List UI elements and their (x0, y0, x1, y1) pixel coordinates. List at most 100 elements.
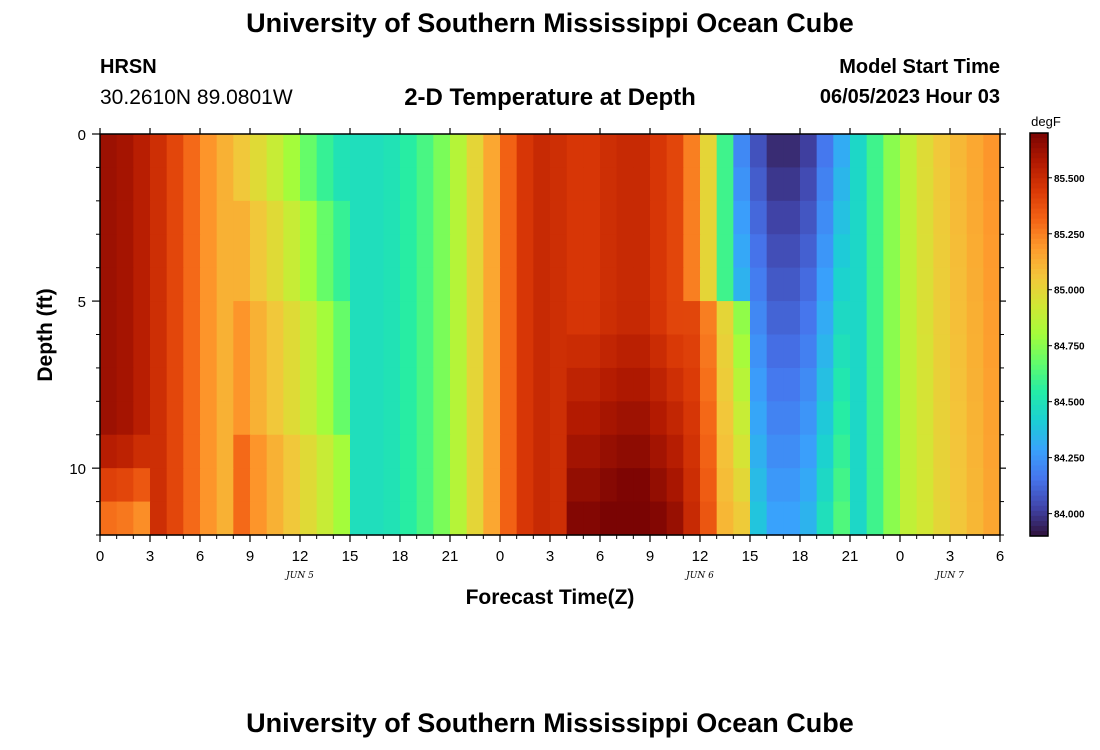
heatmap-cell (350, 134, 368, 169)
heatmap-cell (766, 234, 784, 269)
heatmap-cell (500, 234, 518, 269)
heatmap-cell (833, 167, 851, 202)
heatmap-cell (200, 468, 218, 503)
heatmap-cell (750, 434, 768, 469)
heatmap-cell (133, 468, 151, 503)
heatmap-cell (700, 367, 718, 402)
heatmap-cell (750, 167, 768, 202)
heatmap-cell (183, 367, 201, 402)
colorbar-segment (1030, 138, 1048, 144)
heatmap-cell (950, 267, 968, 302)
colorbar-segment (1030, 294, 1048, 300)
heatmap-cell (533, 167, 551, 202)
x-tick-label: 0 (896, 548, 904, 565)
heatmap-cell (433, 468, 451, 503)
heatmap-cell (600, 167, 618, 202)
heatmap-cell (750, 134, 768, 169)
heatmap-cell (316, 367, 334, 402)
heatmap-cell (633, 434, 651, 469)
heatmap-cell (333, 301, 351, 336)
heatmap-cell (883, 501, 901, 536)
x-axis-label: Forecast Time(Z) (466, 586, 635, 609)
heatmap-cell (200, 501, 218, 536)
x-tick-label: 6 (996, 548, 1004, 565)
heatmap-cell (683, 200, 701, 235)
heatmap-cell (183, 434, 201, 469)
heatmap-cell (400, 434, 418, 469)
x-tick-label: 0 (496, 548, 504, 565)
heatmap-cell (183, 167, 201, 202)
heatmap-cell (283, 301, 301, 336)
y-tick-label: 10 (69, 461, 86, 478)
heatmap-cell (500, 200, 518, 235)
heatmap-cell (733, 501, 751, 536)
colorbar-segment (1030, 203, 1048, 210)
heatmap-cell (533, 468, 551, 503)
colorbar-segment (1030, 339, 1048, 346)
heatmap-cell (816, 334, 834, 369)
heatmap-cell (716, 234, 734, 269)
heatmap-cell (100, 234, 118, 269)
heatmap-cell (933, 267, 951, 302)
heatmap-cell (633, 267, 651, 302)
heatmap-cell (350, 401, 368, 436)
heatmap-cell (833, 234, 851, 269)
heatmap-cell (366, 434, 384, 469)
heatmap-cell (166, 434, 184, 469)
heatmap-cell (900, 167, 918, 202)
heatmap-cell (750, 267, 768, 302)
heatmap-cell (516, 501, 534, 536)
heatmap-cell (483, 200, 501, 235)
heatmap-cell (550, 167, 568, 202)
colorbar-segment (1030, 329, 1048, 336)
heatmap-cells (100, 134, 1001, 536)
heatmap-cell (750, 367, 768, 402)
heatmap-cell (800, 434, 818, 469)
heatmap-cell (316, 267, 334, 302)
heatmap-cell (333, 234, 351, 269)
heatmap-cell (866, 134, 884, 169)
heatmap-cell (100, 501, 118, 536)
heatmap-cell (483, 334, 501, 369)
heatmap-cell (533, 334, 551, 369)
heatmap-cell (616, 367, 634, 402)
heatmap-cell (316, 134, 334, 169)
colorbar-segment (1030, 289, 1048, 295)
heatmap-cell (383, 334, 401, 369)
heatmap-cell (966, 501, 984, 536)
heatmap-cell (750, 200, 768, 235)
colorbar-segment (1030, 364, 1048, 371)
colorbar-tick-label: 84.250 (1054, 454, 1085, 465)
x-tick-label: 18 (392, 548, 409, 565)
x-tick-label: 18 (792, 548, 809, 565)
heatmap-cell (333, 468, 351, 503)
heatmap-cell (216, 301, 234, 336)
colorbar-segment (1030, 208, 1048, 215)
heatmap-cell (633, 167, 651, 202)
heatmap-cell (900, 367, 918, 402)
heatmap-cell (300, 468, 318, 503)
heatmap-cell (416, 367, 434, 402)
heatmap-cell (816, 434, 834, 469)
heatmap-cell (116, 501, 134, 536)
heatmap-cell (916, 468, 934, 503)
heatmap-cell (200, 367, 218, 402)
heatmap-cell (350, 434, 368, 469)
heatmap-cell (766, 468, 784, 503)
heatmap-cell (166, 301, 184, 336)
heatmap-cell (383, 301, 401, 336)
heatmap-cell (316, 401, 334, 436)
heatmap-cell (100, 468, 118, 503)
colorbar-segment (1030, 520, 1048, 527)
heatmap-cell (916, 367, 934, 402)
heatmap-cell (133, 267, 151, 302)
heatmap-cell (100, 200, 118, 235)
heatmap-cell (666, 301, 684, 336)
heatmap-cell (883, 234, 901, 269)
heatmap-cell (800, 334, 818, 369)
heatmap-cell (466, 267, 484, 302)
colorbar-segment (1030, 279, 1048, 285)
colorbar-tick-label: 84.000 (1054, 510, 1085, 521)
heatmap-cell (950, 401, 968, 436)
heatmap-cell (683, 367, 701, 402)
